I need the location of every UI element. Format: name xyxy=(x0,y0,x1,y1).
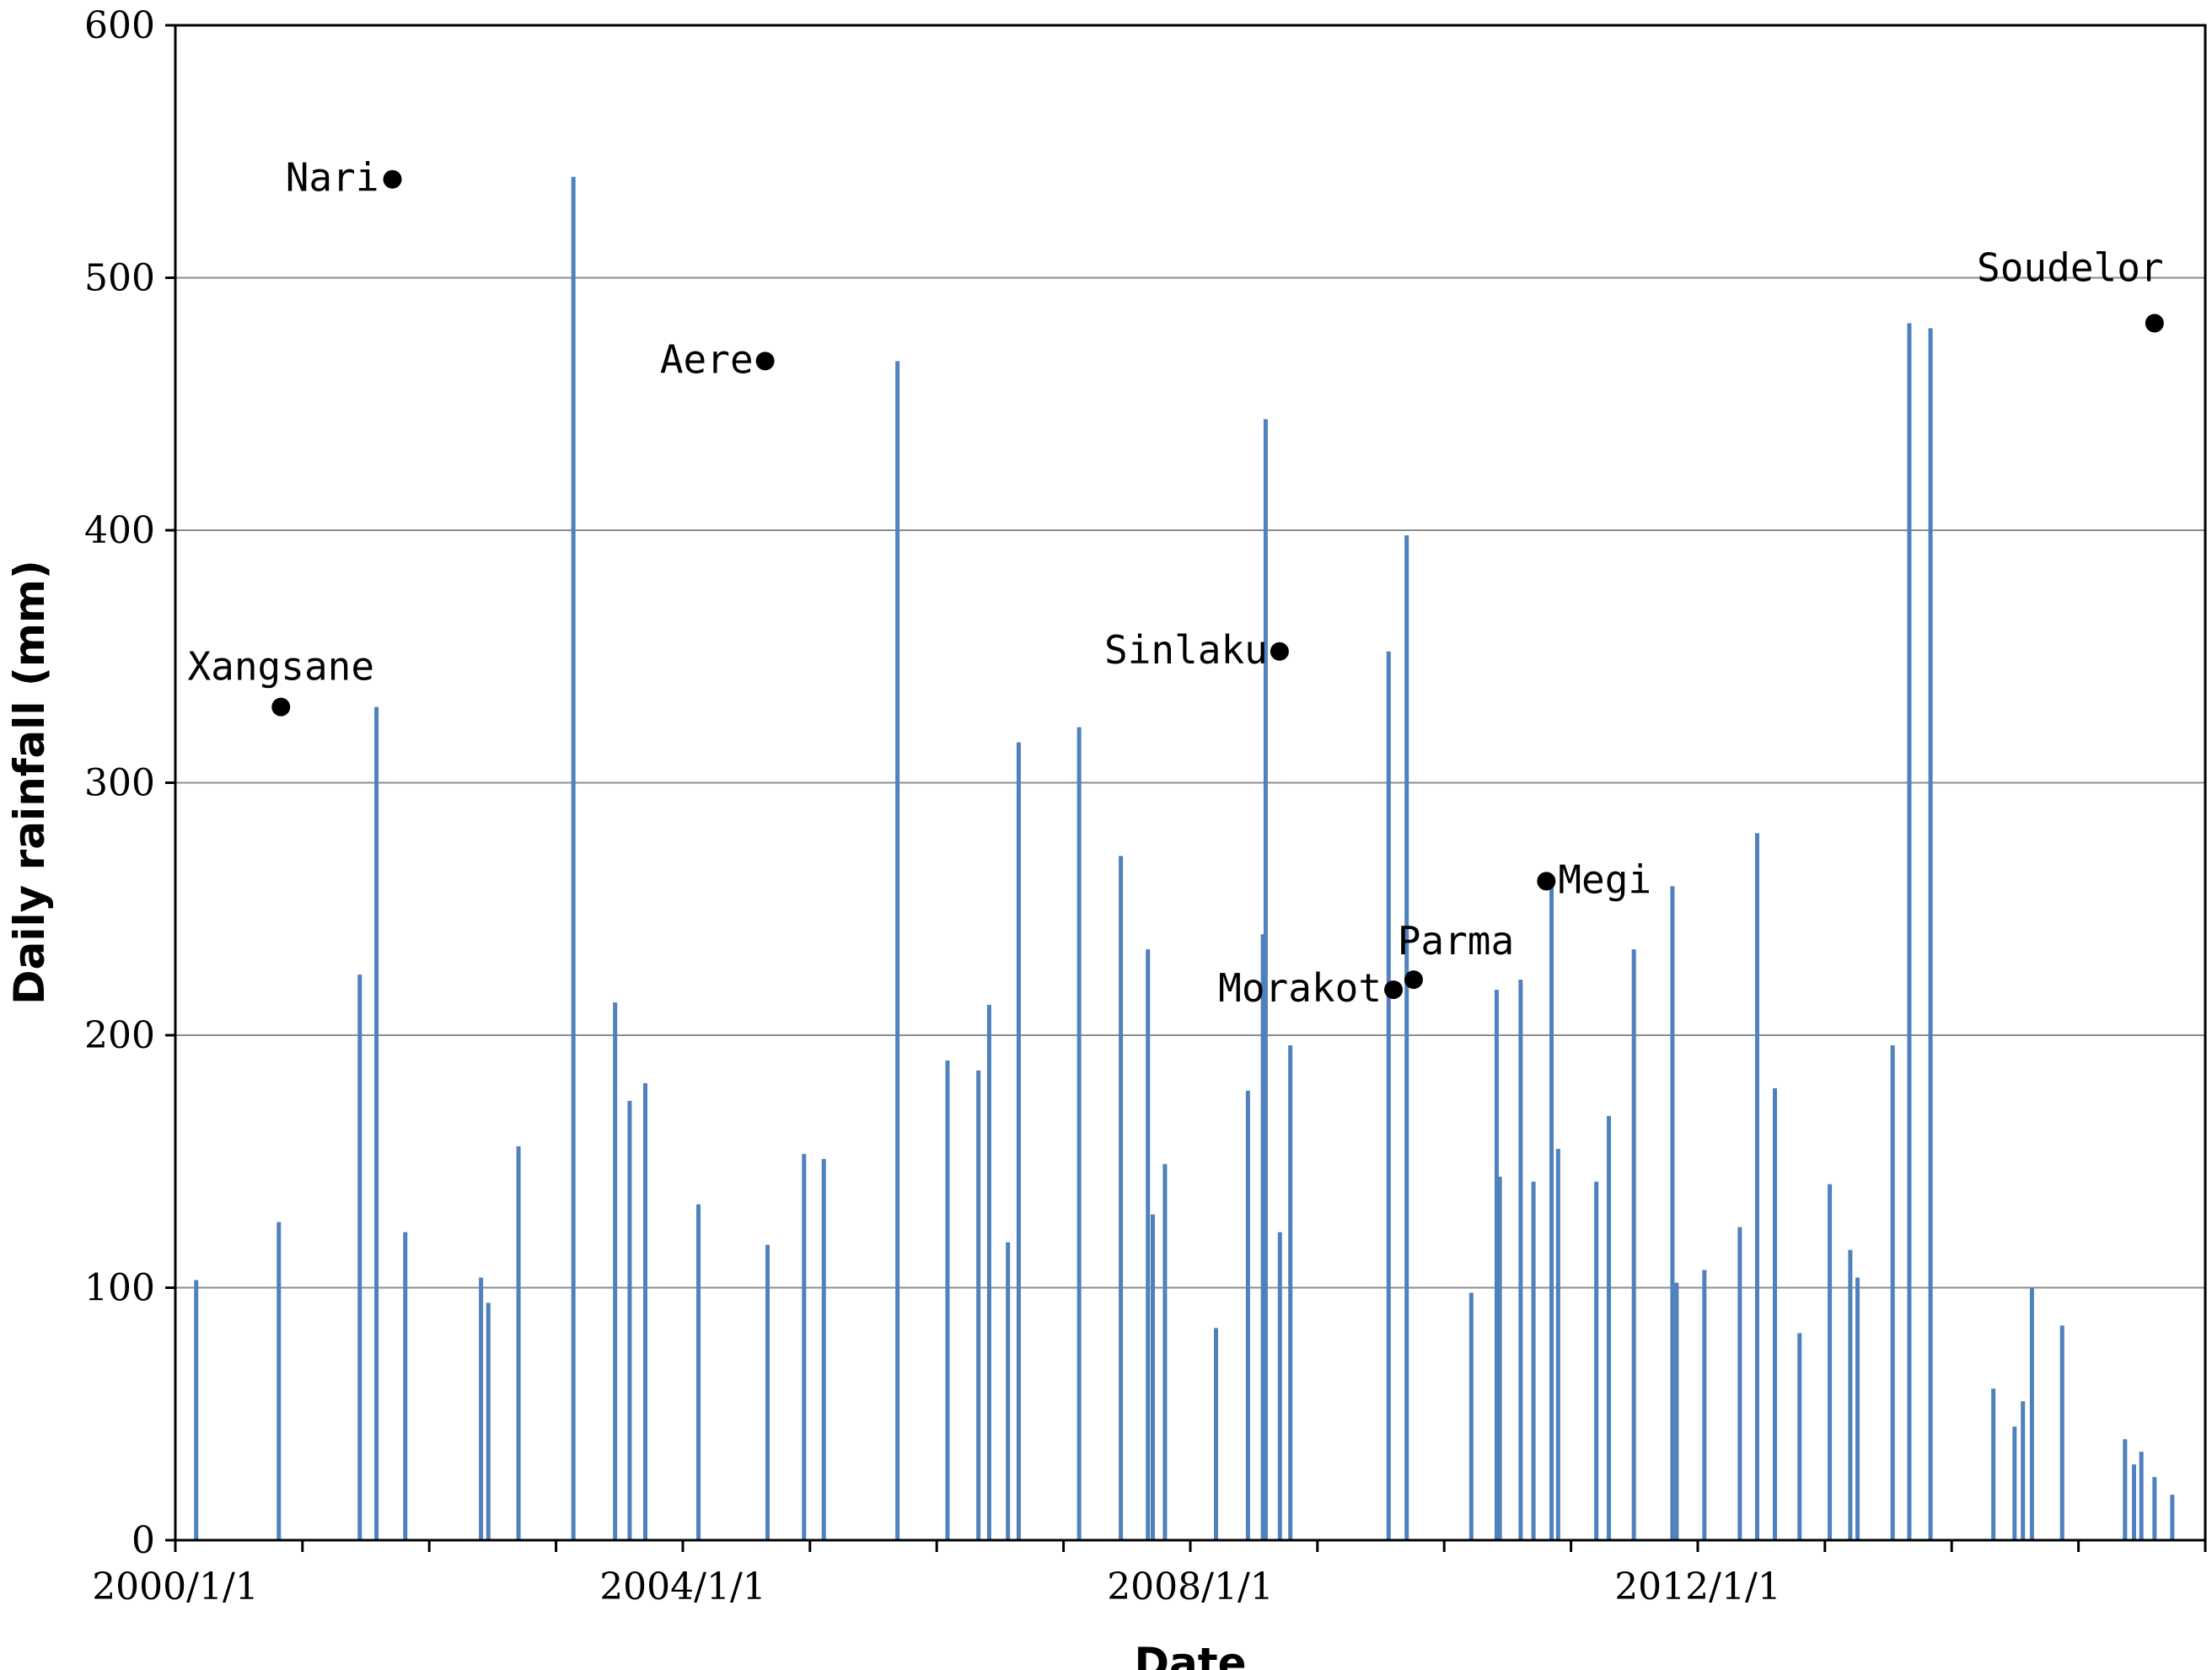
storm-marker xyxy=(1404,970,1423,990)
storm-label: Parma xyxy=(1398,918,1514,964)
x-tick-label: 2004/1/1 xyxy=(599,1565,766,1608)
storm-annotations: Xangsane Nari Aere Sinlaku Morakot Parma Megi S… xyxy=(187,155,2164,1011)
y-tick-label: 300 xyxy=(84,762,155,805)
storm-label: Nari xyxy=(286,155,379,201)
x-tick-label: 2000/1/1 xyxy=(92,1565,259,1608)
x-tick-label: 2008/1/1 xyxy=(1107,1565,1274,1608)
y-axis-title: Daily rainfall (mm) xyxy=(5,560,54,1005)
x-axis-ticks: 2000/1/1 2004/1/1 2008/1/1 2012/1/1 xyxy=(92,1540,2207,1608)
y-tick-label: 100 xyxy=(84,1267,155,1310)
y-axis-ticks: 0 100 200 300 400 500 600 xyxy=(84,4,175,1562)
storm-marker xyxy=(1384,980,1404,1000)
x-tick-label: 2012/1/1 xyxy=(1614,1565,1781,1608)
storm-marker xyxy=(271,697,291,717)
gridlines xyxy=(175,277,2205,1289)
storm-marker xyxy=(2145,314,2164,333)
x-axis-title: Date xyxy=(1134,1639,1246,1670)
rainfall-series xyxy=(194,176,2175,1540)
storm-marker xyxy=(1537,872,1556,891)
storm-marker xyxy=(383,169,402,189)
y-tick-label: 0 xyxy=(132,1519,155,1562)
storm-label: Aere xyxy=(660,336,754,382)
storm-label: Megi xyxy=(1558,856,1651,902)
storm-label: Morakot xyxy=(1218,965,1382,1011)
storm-label: Sinlaku xyxy=(1104,627,1268,673)
y-tick-label: 500 xyxy=(84,257,155,300)
storm-label: Xangsane xyxy=(187,644,374,690)
storm-label: Soudelor xyxy=(1977,244,2164,290)
y-tick-label: 400 xyxy=(84,509,155,552)
storm-marker xyxy=(1270,642,1289,661)
y-tick-label: 600 xyxy=(84,4,155,47)
y-tick-label: 200 xyxy=(84,1014,155,1057)
storm-marker xyxy=(755,352,775,371)
